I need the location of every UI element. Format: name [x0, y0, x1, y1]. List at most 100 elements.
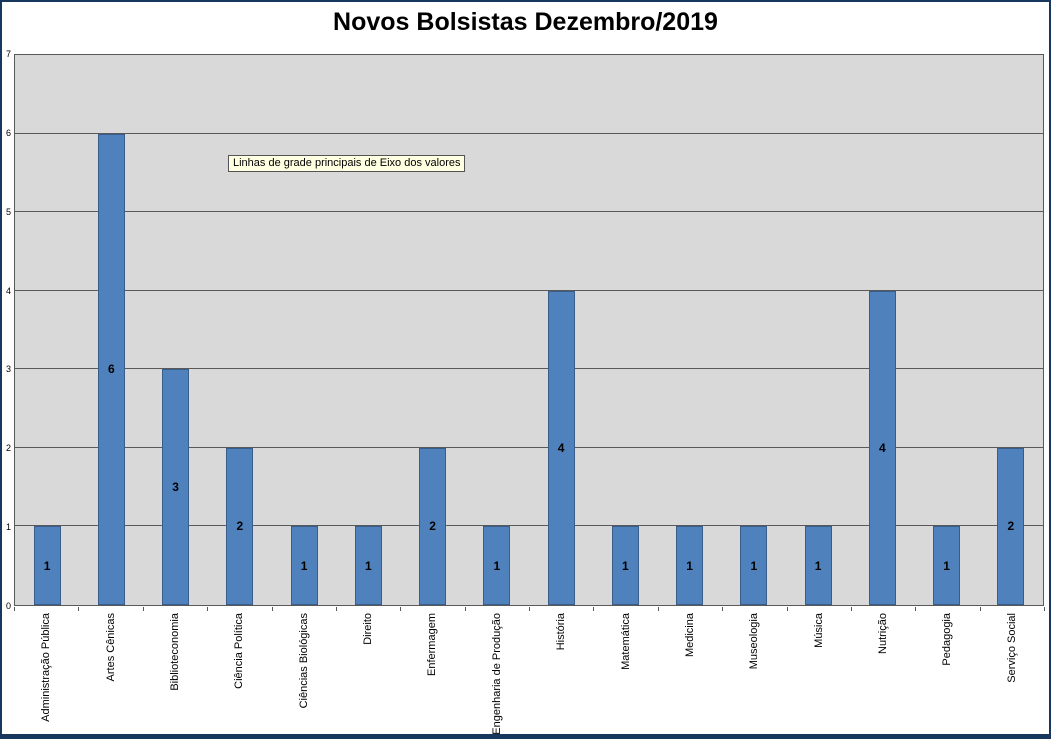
y-tick-label: 1 — [5, 522, 11, 533]
bar-value-label: 1 — [750, 558, 758, 573]
x-label-cell: Artes Cênicas — [78, 613, 142, 734]
bar-column: 2 — [401, 55, 465, 605]
x-tick-mark — [142, 607, 144, 611]
bar-column: 1 — [786, 55, 850, 605]
bar[interactable]: 1 — [33, 526, 61, 605]
x-axis-category-label: Museologia — [748, 613, 761, 670]
bar-column: 2 — [979, 55, 1043, 605]
y-axis[interactable]: 0 1 2 3 4 5 6 7 — [2, 49, 12, 611]
x-label-cell: Ciência Política — [207, 613, 271, 734]
major-gridline[interactable] — [15, 525, 1043, 527]
x-tick-mark — [335, 607, 337, 611]
x-tick-mark — [593, 607, 595, 611]
x-label-cell: Ciências Biológicas — [272, 613, 336, 734]
major-gridline[interactable] — [15, 446, 1043, 448]
plot-area[interactable]: 1 6 3 2 1 1 2 1 4 1 1 1 1 4 1 2 Linhas de grade princip… — [14, 54, 1044, 606]
y-tick-label: 5 — [5, 206, 11, 217]
bar-value-label: 1 — [300, 558, 308, 573]
bar-value-label: 1 — [493, 558, 501, 573]
bar[interactable]: 4 — [868, 290, 896, 605]
x-tick-mark — [207, 607, 209, 611]
x-tick-mark — [786, 607, 788, 611]
y-tick-label: 7 — [5, 49, 11, 59]
bar-column: 6 — [79, 55, 143, 605]
bar[interactable]: 3 — [162, 369, 190, 605]
x-axis-category-label: Música — [812, 613, 825, 648]
bar-column: 1 — [15, 55, 79, 605]
x-axis-category-label: Ciências Biológicas — [297, 613, 310, 709]
major-gridline[interactable] — [15, 368, 1043, 370]
bar[interactable]: 1 — [740, 526, 768, 605]
x-label-cell: História — [529, 613, 593, 734]
y-tick-label: 3 — [5, 364, 11, 375]
bar[interactable]: 1 — [354, 526, 382, 605]
bar[interactable]: 1 — [804, 526, 832, 605]
x-axis-category-label: Matemática — [619, 613, 632, 670]
x-axis-category-label: Engenharia de Produção — [490, 613, 503, 734]
bar-column: 1 — [658, 55, 722, 605]
bar[interactable]: 4 — [547, 290, 575, 605]
bar-column: 2 — [208, 55, 272, 605]
bar-column: 1 — [272, 55, 336, 605]
x-axis-category-label: Ciência Política — [233, 613, 246, 689]
bar[interactable]: 1 — [676, 526, 704, 605]
bar[interactable]: 2 — [419, 447, 447, 605]
y-tick-label: 6 — [5, 127, 11, 138]
x-label-cell: Matemática — [593, 613, 657, 734]
bar-value-label: 1 — [943, 558, 950, 573]
x-axis-category-label: Nutrição — [877, 613, 890, 654]
x-axis-category-label: Direito — [362, 613, 375, 645]
bar[interactable]: 2 — [226, 447, 254, 605]
bar-value-label: 1 — [622, 558, 629, 573]
x-label-cell: Museologia — [722, 613, 786, 734]
bar-column: 4 — [529, 55, 593, 605]
bar-column: 1 — [915, 55, 979, 605]
bar[interactable]: 1 — [290, 526, 318, 605]
bars-container: 1 6 3 2 1 1 2 1 4 1 1 1 1 4 1 2 — [15, 55, 1043, 605]
bar-value-label: 2 — [236, 519, 244, 534]
bar-column: 1 — [593, 55, 657, 605]
bar-column: 1 — [722, 55, 786, 605]
bar-value-label: 4 — [879, 440, 886, 455]
bar-value-label: 1 — [43, 558, 51, 573]
gridlines-tooltip: Linhas de grade principais de Eixo dos v… — [228, 155, 466, 172]
y-tick-label: 4 — [5, 285, 11, 296]
bar-value-label: 3 — [172, 480, 179, 495]
x-label-cell: Nutrição — [851, 613, 915, 734]
major-gridline[interactable] — [15, 289, 1043, 291]
bar-value-label: 1 — [365, 558, 372, 573]
x-tick-mark — [464, 607, 466, 611]
bar-value-label: 2 — [429, 519, 436, 534]
x-axis-category-label: História — [555, 613, 568, 651]
x-axis-category-label: Artes Cênicas — [104, 613, 117, 682]
x-axis-category-label: Administração Pública — [40, 613, 53, 722]
x-label-cell: Biblioteconomia — [143, 613, 207, 734]
major-gridline[interactable] — [15, 132, 1043, 134]
bar[interactable]: 1 — [483, 526, 511, 605]
chart-area: 1 6 3 2 1 1 2 1 4 1 1 1 1 4 1 2 Linhas de grade princip… — [6, 49, 1045, 734]
major-gridline[interactable] — [15, 211, 1043, 213]
bar-column: 1 — [465, 55, 529, 605]
bar[interactable]: 1 — [933, 526, 961, 605]
bar[interactable]: 1 — [611, 526, 639, 605]
chart-title[interactable]: Novos Bolsistas Dezembro/2019 — [333, 8, 718, 36]
bar-value-label: 2 — [1007, 519, 1015, 534]
x-label-cell: Enfermagem — [400, 613, 464, 734]
bar-value-label: 6 — [108, 362, 115, 377]
bar[interactable]: 2 — [997, 447, 1025, 605]
x-axis-category-label: Biblioteconomia — [168, 613, 181, 691]
x-label-cell: Serviço Social — [980, 613, 1044, 734]
x-tick-mark — [14, 607, 15, 611]
bar[interactable]: 6 — [97, 133, 125, 605]
x-label-cell: Direito — [336, 613, 400, 734]
x-label-cell: Música — [787, 613, 851, 734]
y-tick-label: 2 — [5, 443, 11, 454]
bar-column: 4 — [850, 55, 914, 605]
bar-column: 1 — [336, 55, 400, 605]
x-axis[interactable]: Administração Pública Artes Cênicas Biblio… — [14, 613, 1044, 734]
x-axis-ticks — [14, 607, 1045, 611]
x-label-cell: Administração Pública — [14, 613, 78, 734]
bar-value-label: 1 — [686, 558, 693, 573]
x-tick-mark — [915, 607, 917, 611]
x-tick-mark — [657, 607, 659, 611]
